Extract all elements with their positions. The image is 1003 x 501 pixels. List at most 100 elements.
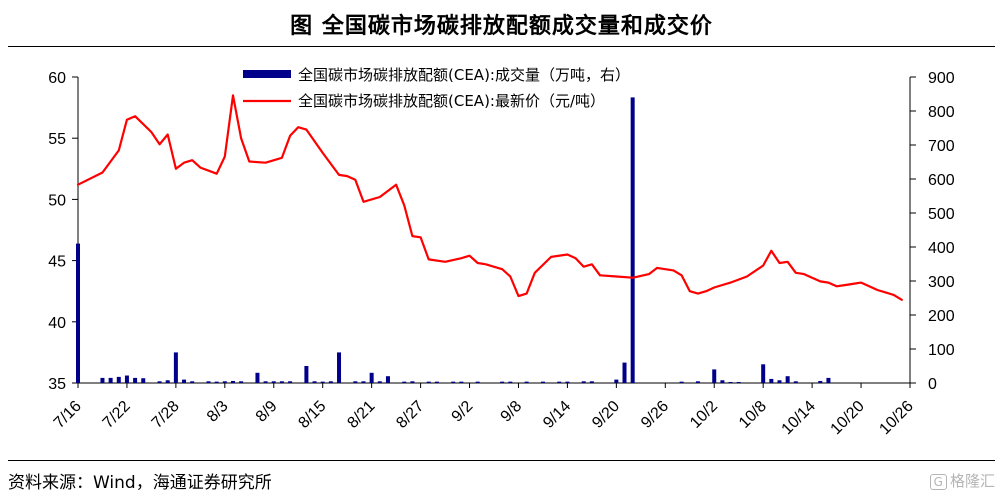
volume-bar: [230, 380, 235, 383]
volume-bar: [182, 379, 187, 383]
x-tick-label: 10/14: [779, 398, 819, 438]
volume-bar: [133, 377, 138, 383]
y-left-tick-label: 55: [48, 131, 66, 148]
volume-bar: [565, 381, 570, 383]
volume-bar: [500, 381, 505, 383]
volume-bar: [76, 243, 80, 383]
legend-label-volume: 全国碳市场碳排放配额(CEA):成交量（万吨，右）: [298, 66, 630, 84]
volume-bar: [312, 381, 317, 383]
y-right-tick-label: 400: [928, 240, 955, 257]
y-left-tick-label: 50: [48, 192, 66, 209]
x-tick-label: 9/8: [498, 398, 526, 426]
x-tick-label: 7/22: [100, 398, 134, 432]
price-line-path: [76, 94, 903, 301]
x-tick-label: 8/27: [393, 398, 427, 432]
volume-bar: [108, 377, 113, 383]
x-tick-label: 8/15: [295, 398, 329, 432]
volume-bar: [173, 352, 178, 383]
volume-bar: [361, 381, 366, 383]
volume-bar: [434, 381, 439, 383]
x-tick-label: 10/20: [828, 398, 868, 438]
volume-bar: [761, 364, 766, 383]
source-rule: [8, 460, 995, 461]
volume-bar: [459, 381, 464, 383]
x-tick-label: 9/26: [638, 398, 672, 432]
volume-bar: [712, 369, 717, 383]
legend-swatch-volume: [243, 70, 291, 78]
x-tick-label: 8/3: [204, 398, 232, 426]
y-right-tick-label: 900: [928, 70, 955, 87]
x-tick-label: 9/2: [449, 398, 477, 426]
volume-bar: [793, 381, 798, 383]
volume-bar: [288, 381, 293, 383]
y-right-tick-label: 0: [928, 376, 937, 393]
legend: 全国碳市场碳排放配额(CEA):成交量（万吨，右） 全国碳市场碳排放配额(CEA)…: [243, 66, 630, 110]
chart-area: 3540455055600100200300400500600700800900…: [48, 66, 955, 438]
y-right-tick-label: 600: [928, 172, 955, 189]
volume-bar: [426, 381, 431, 383]
volume-bar: [769, 378, 774, 383]
chart-title: 图 全国碳市场碳排放配额成交量和成交价: [290, 14, 713, 39]
volume-bar: [826, 377, 831, 383]
watermark-logo-icon: G: [929, 474, 947, 490]
volume-bar: [304, 366, 309, 383]
y-left-tick-label: 40: [48, 315, 66, 332]
volume-bar: [157, 381, 162, 383]
volume-bar: [100, 377, 105, 383]
volume-bar: [190, 381, 195, 383]
volume-bar: [630, 97, 635, 384]
volume-bar: [279, 381, 284, 383]
x-tick-label: 10/8: [736, 398, 770, 432]
title-rule: [8, 46, 995, 47]
watermark: G 格隆汇: [929, 470, 995, 491]
volume-bar: [369, 372, 374, 383]
volume-bar: [728, 381, 733, 383]
volume-bar: [557, 381, 562, 383]
y-right-tick-label: 800: [928, 104, 955, 121]
volume-bar: [222, 381, 227, 383]
x-tick-label: 10/26: [876, 398, 916, 438]
volume-bar: [679, 381, 684, 383]
volume-bar: [377, 381, 382, 383]
volume-bar: [695, 381, 700, 383]
volume-bar: [540, 381, 545, 383]
y-right-tick-label: 700: [928, 138, 955, 155]
volume-bar: [451, 381, 456, 383]
volume-bar: [165, 380, 170, 383]
y-right-tick-label: 500: [928, 206, 955, 223]
source-note: 资料来源：Wind，海通证券研究所: [8, 473, 272, 493]
volume-bar: [475, 381, 480, 383]
legend-label-price: 全国碳市场碳排放配额(CEA):最新价（元/吨）: [298, 92, 605, 110]
volume-bar: [206, 381, 211, 383]
volume-bar: [589, 381, 594, 383]
watermark-text: 格隆汇: [949, 472, 995, 490]
volume-bar: [508, 381, 513, 383]
y-left-tick-label: 60: [48, 70, 66, 87]
volume-bar: [271, 381, 276, 383]
volume-bar: [385, 376, 390, 383]
y-right-tick-label: 100: [928, 342, 955, 359]
volume-bar: [353, 381, 358, 383]
volume-bar: [255, 372, 260, 383]
x-tick-label: 8/21: [344, 398, 378, 432]
volume-bar: [622, 362, 627, 383]
volume-bar: [720, 380, 725, 383]
volume-bar: [581, 381, 586, 383]
volume-bar: [736, 381, 741, 383]
price-line: [76, 94, 903, 301]
volume-bar: [524, 381, 529, 383]
volume-bar: [410, 381, 415, 383]
volume-bar: [328, 381, 333, 383]
volume-bar: [124, 375, 129, 383]
volume-bar: [337, 352, 342, 383]
volume-bar: [263, 381, 268, 383]
y-left-tick-label: 45: [48, 254, 66, 271]
y-right-tick-label: 200: [928, 308, 955, 325]
x-tick-label: 9/20: [589, 398, 623, 432]
volume-bars: [76, 97, 831, 384]
x-tick-label: 9/14: [540, 398, 574, 432]
x-tick-label: 7/16: [51, 398, 85, 432]
volume-bar: [402, 381, 407, 383]
volume-bar: [141, 378, 146, 383]
volume-bar: [214, 381, 219, 383]
